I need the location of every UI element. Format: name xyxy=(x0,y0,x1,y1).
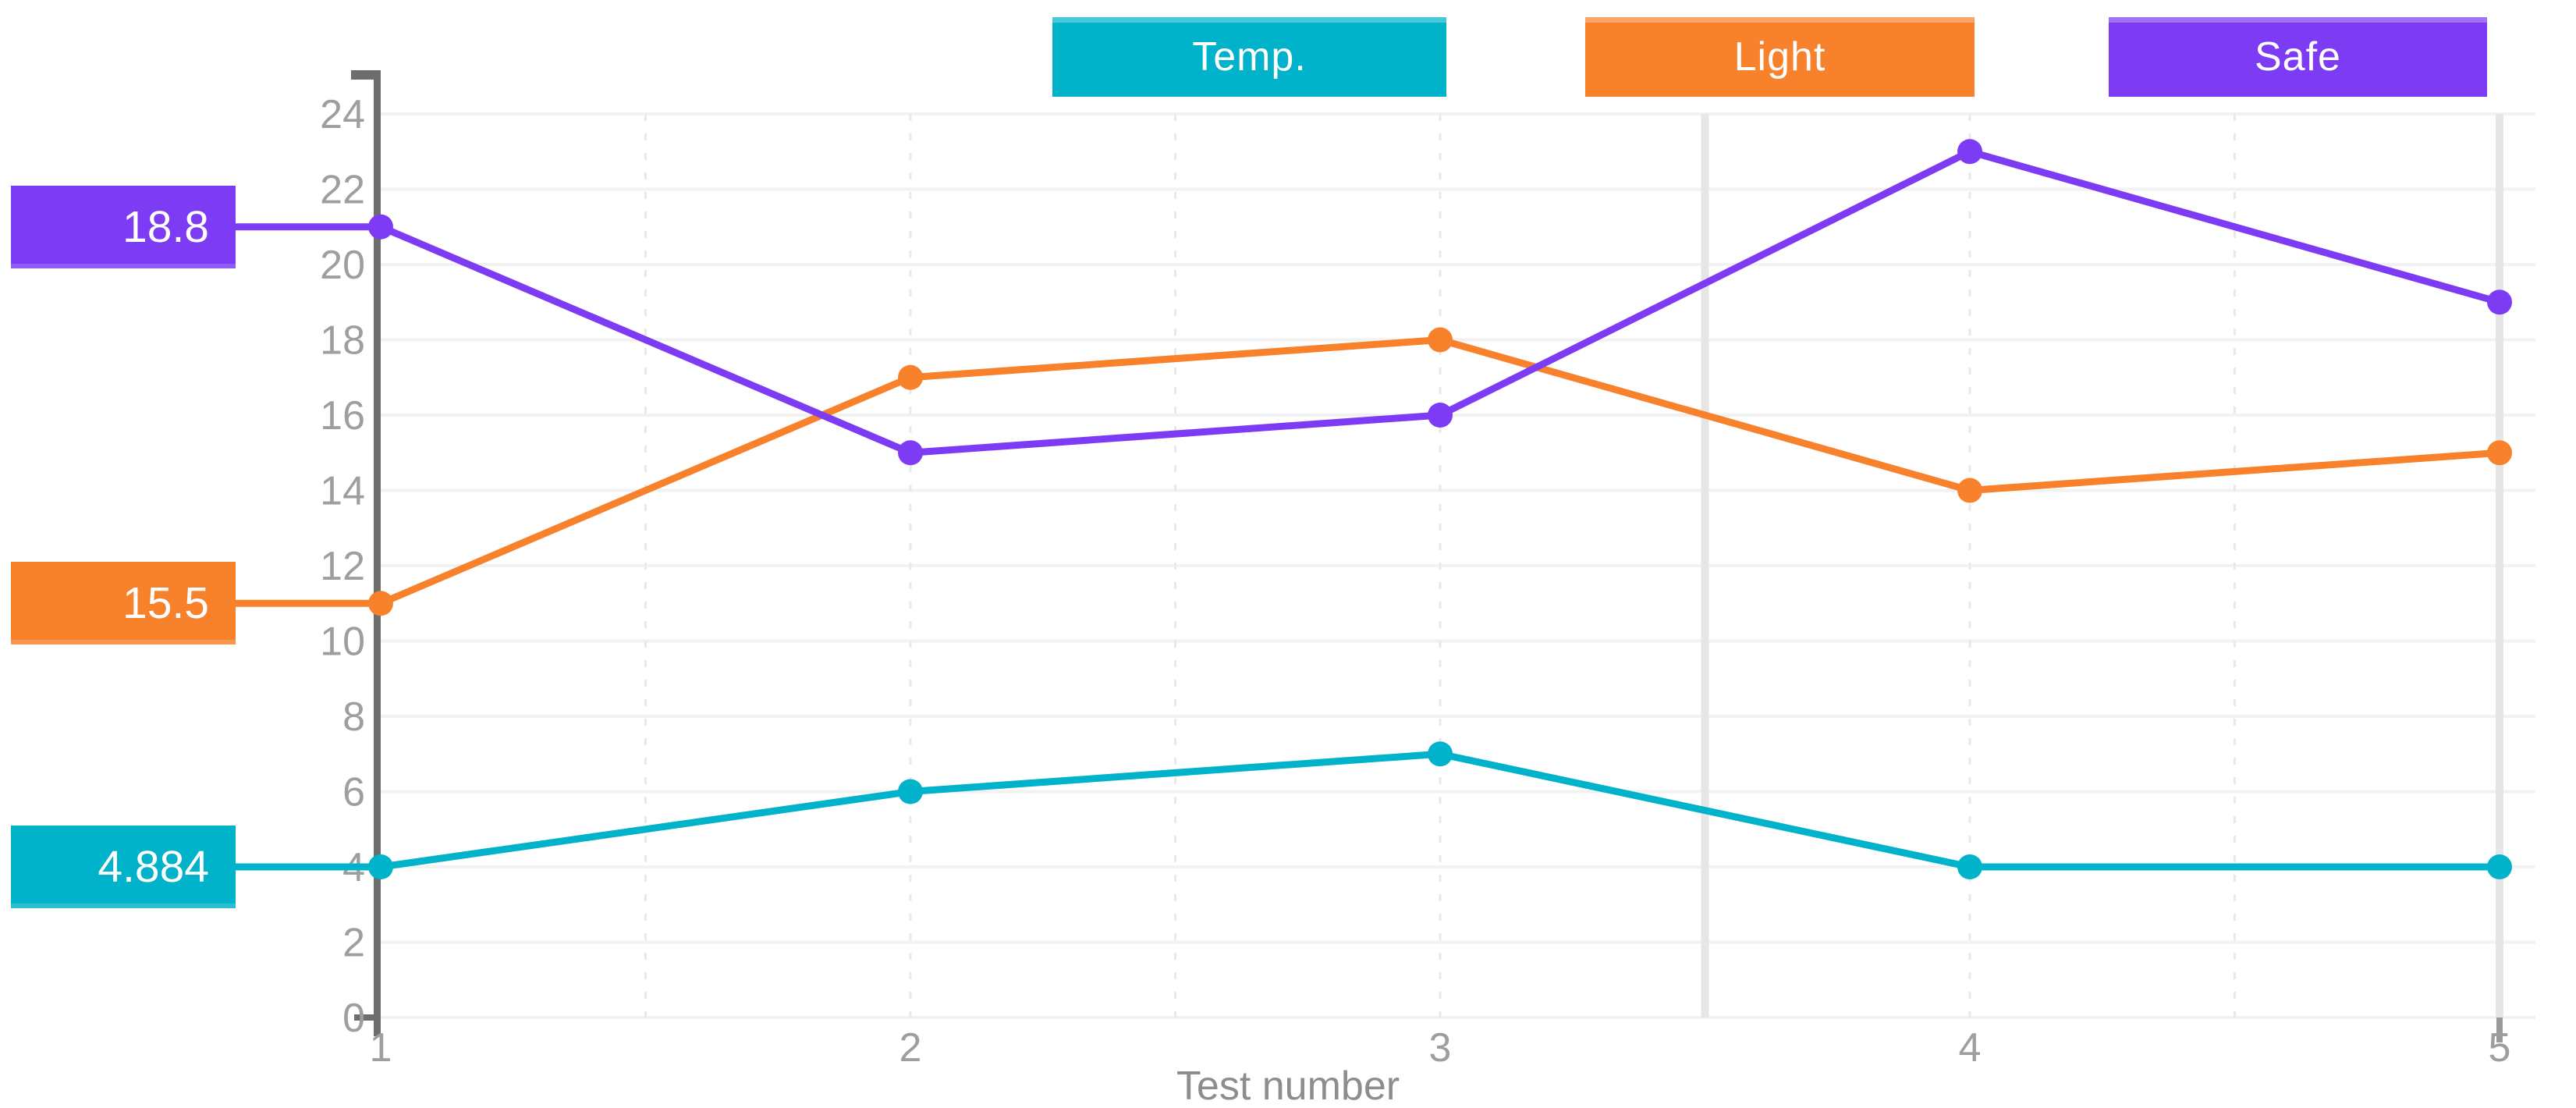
series-safe xyxy=(236,139,2512,466)
legend-item-safe[interactable]: Safe xyxy=(2109,17,2487,97)
legend-item-temp[interactable]: Temp. xyxy=(1052,17,1446,97)
callout-light-value: 15.5 xyxy=(122,578,209,629)
point-safe-3[interactable] xyxy=(1428,403,1453,428)
legend-label-temp: Temp. xyxy=(1192,34,1307,80)
h-gridlines xyxy=(381,112,2535,1019)
callout-temp: 4.884 xyxy=(11,826,236,908)
point-light-3[interactable] xyxy=(1428,327,1453,353)
x-tick-label: 1 xyxy=(370,1025,392,1071)
y-tick-label: 10 xyxy=(320,620,365,665)
point-light-4[interactable] xyxy=(1957,478,1982,503)
legend-label-safe: Safe xyxy=(2255,34,2341,80)
point-temp-1[interactable] xyxy=(368,854,393,879)
point-light-1[interactable] xyxy=(368,591,393,616)
point-safe-2[interactable] xyxy=(898,440,923,466)
y-tick-label: 16 xyxy=(320,393,365,439)
point-temp-4[interactable] xyxy=(1957,854,1982,879)
y-tick-label: 8 xyxy=(342,694,365,740)
series-line xyxy=(377,750,2503,871)
point-light-5[interactable] xyxy=(2487,440,2512,466)
y-tick-label: 6 xyxy=(342,770,365,815)
point-safe-5[interactable] xyxy=(2487,289,2512,315)
callout-safe-value: 18.8 xyxy=(122,201,209,252)
y-tick-label: 18 xyxy=(320,318,365,364)
series-temp xyxy=(236,741,2512,879)
x-tick-label: 3 xyxy=(1429,1025,1452,1071)
callout-temp-value: 4.884 xyxy=(98,842,209,892)
x-tick-label: 4 xyxy=(1959,1025,1982,1071)
point-safe-1[interactable] xyxy=(368,214,393,240)
y-tick-label: 12 xyxy=(320,544,365,589)
point-temp-3[interactable] xyxy=(1428,741,1453,767)
y-axis xyxy=(351,70,2503,1042)
legend-label-light: Light xyxy=(1733,34,1826,80)
point-light-2[interactable] xyxy=(898,364,923,390)
y-tick-label: 14 xyxy=(320,469,365,514)
x-tick-label: 2 xyxy=(899,1025,922,1071)
series-light xyxy=(236,327,2512,616)
x-tick-label: 5 xyxy=(2489,1025,2511,1071)
y-tick-label: 2 xyxy=(342,921,365,966)
legend-item-light[interactable]: Light xyxy=(1585,17,1975,97)
callout-safe: 18.8 xyxy=(11,185,236,268)
point-temp-2[interactable] xyxy=(898,779,923,804)
y-tick-labels: 024681012141618202224 xyxy=(320,92,365,1041)
point-temp-5[interactable] xyxy=(2487,854,2512,879)
x-axis-title: Test number xyxy=(1176,1064,1400,1108)
callout-light: 15.5 xyxy=(11,562,236,645)
point-safe-4[interactable] xyxy=(1957,139,1982,165)
y-tick-label: 22 xyxy=(320,168,365,213)
x-tick-labels: 1 2 3 4 5 xyxy=(370,1025,2511,1071)
y-tick-label: 0 xyxy=(342,996,365,1041)
y-tick-label: 20 xyxy=(320,243,365,288)
y-tick-label: 24 xyxy=(320,92,365,137)
